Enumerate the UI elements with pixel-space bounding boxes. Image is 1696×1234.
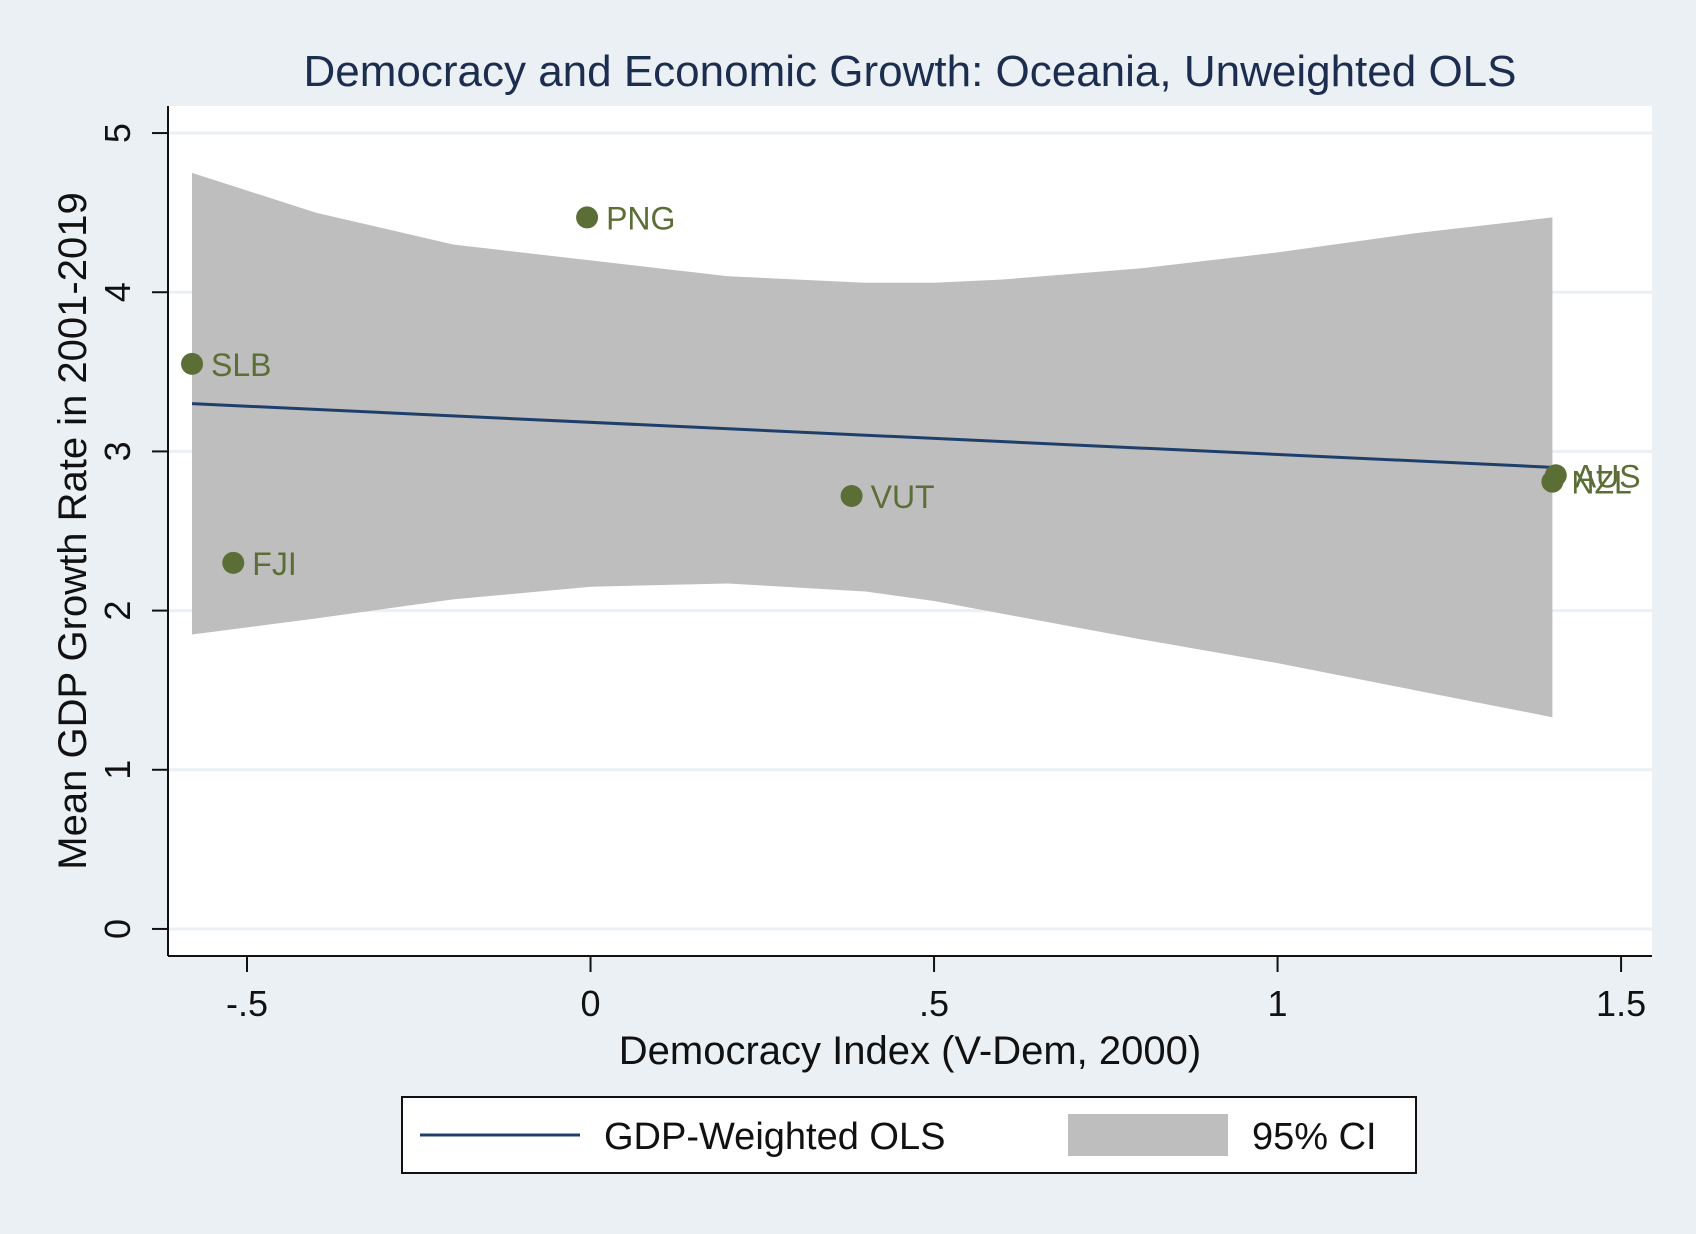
legend-label-ci: 95% CI — [1252, 1116, 1377, 1158]
point-label-vut: VUT — [871, 479, 935, 515]
point-label-slb: SLB — [211, 347, 271, 383]
point-label-aus: AUS — [1575, 458, 1641, 494]
data-point-nzl — [1541, 470, 1564, 493]
x-tick-label: 0 — [581, 983, 601, 1024]
data-point-fji — [222, 551, 245, 574]
ci-band — [192, 172, 1553, 718]
x-tick-label: 1 — [1268, 983, 1288, 1024]
data-point-vut — [840, 484, 863, 507]
legend-area-swatch — [1068, 1114, 1228, 1156]
legend: GDP-Weighted OLS 95% CI — [401, 1096, 1417, 1174]
chart-title: Democracy and Economic Growth: Oceania, … — [303, 47, 1516, 96]
axes: -.5 0 .5 1 1.5 0 1 2 3 4 5 — [97, 106, 1652, 1024]
point-label-nzl: NZL — [1571, 465, 1631, 501]
y-tick-label: 4 — [97, 282, 138, 302]
y-tick-label: 5 — [97, 123, 138, 143]
y-tick-label: 1 — [97, 760, 138, 780]
data-point-png — [576, 206, 599, 229]
legend-label-ols: GDP-Weighted OLS — [604, 1116, 945, 1158]
y-tick-label: 2 — [97, 601, 138, 621]
fit-line — [191, 402, 1553, 469]
x-tick-label: 1.5 — [1596, 983, 1646, 1024]
point-label-png: PNG — [606, 200, 675, 236]
data-point-slb — [181, 352, 204, 375]
x-tick-label: -.5 — [226, 983, 268, 1024]
y-tick-label: 0 — [97, 919, 138, 939]
y-axis-label: Mean GDP Growth Rate in 2001-2019 — [51, 192, 95, 869]
point-label-fji: FJI — [252, 546, 296, 582]
x-axis-label: Democracy Index (V-Dem, 2000) — [619, 1029, 1201, 1073]
y-tick-label: 3 — [97, 441, 138, 461]
x-tick-label: .5 — [919, 983, 949, 1024]
